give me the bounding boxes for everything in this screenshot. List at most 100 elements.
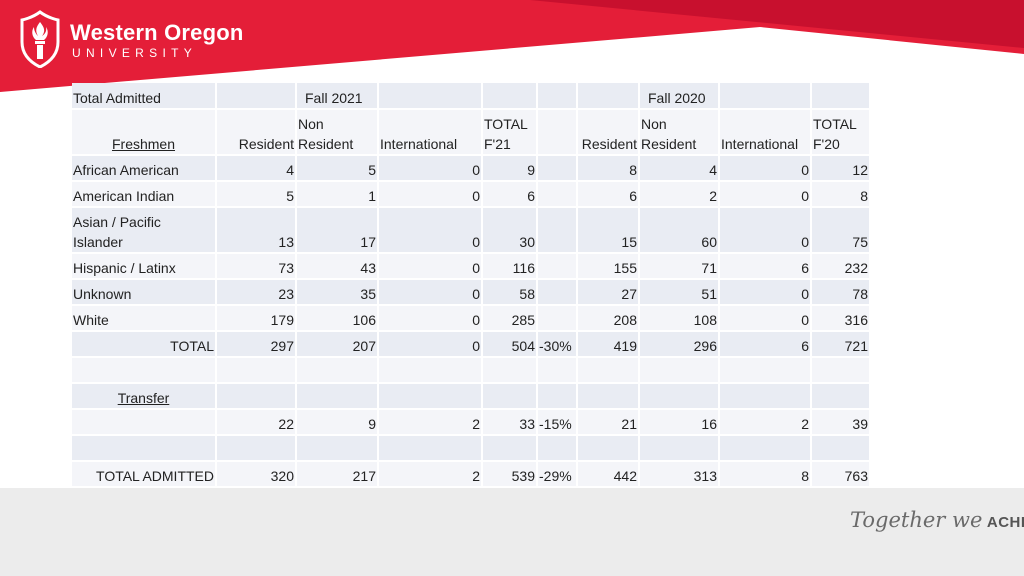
row-label: TOTAL ADMITTED [72,461,217,488]
cell-total-21: 6 [482,181,538,208]
col-total-20: TOTAL F'20 [811,109,871,156]
cell-nonresident-21: 5 [296,155,379,182]
university-logo[interactable]: Western Oregon UNIVERSITY [18,10,258,68]
title-row: Total Admitted Fall 2021 Fall 2020 [72,83,871,110]
cell-change [537,207,578,254]
logo-subtitle: UNIVERSITY [72,46,198,60]
cell-resident-21: 320 [216,461,297,488]
col-nonresident-21: Non Resident [296,109,379,156]
row-label: Asian / Pacific Islander [72,207,217,254]
col-resident-21: Resident [216,109,297,156]
row-label: Hispanic / Latinx [72,253,217,280]
cell-resident-20: 8 [577,155,640,182]
cell-change [537,253,578,280]
grand-total-row: TOTAL ADMITTED 320 217 2 539 -29% 442 31… [72,461,871,488]
cell-international-21: 0 [378,253,483,280]
cell-international-21: 0 [378,155,483,182]
transfer-header-row: Transfer [72,383,871,410]
cell-international-20: 0 [719,279,812,306]
cell-nonresident-20: 2 [639,181,720,208]
col-total-bottom-21: F'21 [484,136,511,152]
transfer-row: 22 9 2 33 -15% 21 16 2 39 [72,409,871,436]
cell-nonresident-20: 51 [639,279,720,306]
spacer-row [72,357,871,384]
fall-2021-label: Fall 2021 [296,83,379,110]
cell-nonresident-20: 296 [639,331,720,358]
col-non-bottom-21: Resident [298,136,354,152]
cell-total-20: 316 [811,305,871,332]
cell-change [537,155,578,182]
tagline-bold: ACHIEVE [986,514,1024,531]
cell-resident-21: 4 [216,155,297,182]
cell-resident-20: 208 [577,305,640,332]
cell-total-21: 9 [482,155,538,182]
cell-nonresident-20: 313 [639,461,720,488]
cell-resident-20: 442 [577,461,640,488]
cell-nonresident-20: 71 [639,253,720,280]
cell-resident-20: 419 [577,331,640,358]
cell-nonresident-21: 35 [296,279,379,306]
fall-2020-label: Fall 2020 [639,83,720,110]
cell-nonresident-20: 4 [639,155,720,182]
cell-international-21: 0 [378,331,483,358]
cell-resident-21: 13 [216,207,297,254]
cell-international-21: 0 [378,207,483,254]
freshmen-label: Freshmen [72,109,217,156]
tagline-script: Together we [850,508,983,532]
cell-resident-21: 297 [216,331,297,358]
cell-international-20: 2 [719,409,812,436]
cell-nonresident-21: 217 [296,461,379,488]
cell-nonresident-20: 108 [639,305,720,332]
cell-resident-20: 155 [577,253,640,280]
table-row: African American 4 5 0 9 8 4 0 12 [72,155,871,182]
col-international-20: International [719,109,812,156]
cell-international-20: 0 [719,181,812,208]
cell-resident-20: 27 [577,279,640,306]
row-label: TOTAL [72,331,217,358]
cell-total-21: 539 [482,461,538,488]
col-international-21: International [378,109,483,156]
cell-change: -15% [537,409,578,436]
cell-international-20: 0 [719,305,812,332]
row-label: African American [72,155,217,182]
cell-international-21: 2 [378,409,483,436]
cell-total-20: 12 [811,155,871,182]
col-non-top-20: Non [641,116,667,132]
cell-nonresident-20: 16 [639,409,720,436]
cell-total-21: 30 [482,207,538,254]
total-row: TOTAL 297 207 0 504 -30% 419 296 6 721 [72,331,871,358]
cell-total-21: 285 [482,305,538,332]
cell-change: -29% [537,461,578,488]
col-non-bottom-20: Resident [641,136,697,152]
cell-international-21: 2 [378,461,483,488]
cell-total-20: 763 [811,461,871,488]
cell-total-20: 75 [811,207,871,254]
torch-shield-icon [20,10,60,68]
cell-total-21: 58 [482,279,538,306]
table-row: White 179 106 0 285 208 108 0 316 [72,305,871,332]
table-row: Hispanic / Latinx 73 43 0 116 155 71 6 2… [72,253,871,280]
cell-resident-21: 5 [216,181,297,208]
admissions-table: Total Admitted Fall 2021 Fall 2020 Fresh… [72,83,871,488]
cell-change: -30% [537,331,578,358]
cell-nonresident-21: 43 [296,253,379,280]
cell-total-21: 33 [482,409,538,436]
row-label: American Indian [72,181,217,208]
cell-total-20: 232 [811,253,871,280]
cell-nonresident-20: 60 [639,207,720,254]
table-row: Unknown 23 35 0 58 27 51 0 78 [72,279,871,306]
cell-nonresident-21: 106 [296,305,379,332]
table-title: Total Admitted [72,83,217,110]
cell-resident-21: 179 [216,305,297,332]
col-non-top-21: Non [298,116,324,132]
table-row: American Indian 5 1 0 6 6 2 0 8 [72,181,871,208]
cell-total-20: 78 [811,279,871,306]
cell-nonresident-21: 17 [296,207,379,254]
cell-total-21: 504 [482,331,538,358]
cell-change [537,181,578,208]
cell-change [537,279,578,306]
cell-resident-21: 22 [216,409,297,436]
col-total-bottom-20: F'20 [813,136,840,152]
footer-tagline: Together we ACHIEVE [850,508,1024,532]
row-label: White [72,305,217,332]
